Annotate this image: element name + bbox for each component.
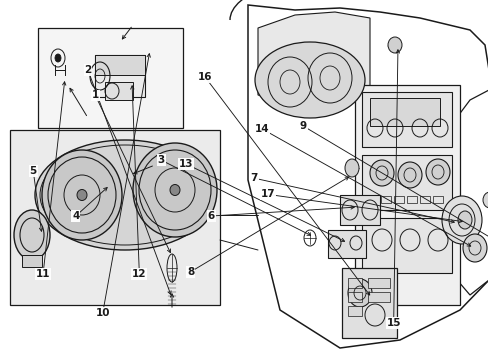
Bar — [10, 130, 220, 305]
Ellipse shape — [42, 150, 122, 240]
Ellipse shape — [387, 37, 401, 53]
Bar — [95, 55, 145, 97]
Text: 8: 8 — [187, 267, 194, 277]
Bar — [419, 196, 429, 203]
Bar — [380, 196, 390, 203]
Text: 17: 17 — [260, 189, 275, 199]
Bar — [354, 85, 459, 305]
Ellipse shape — [170, 184, 180, 195]
Text: 15: 15 — [386, 318, 400, 328]
Ellipse shape — [347, 279, 371, 307]
Ellipse shape — [35, 140, 215, 250]
Bar — [347, 278, 361, 288]
Bar — [347, 306, 361, 316]
Text: 10: 10 — [95, 308, 110, 318]
Text: 6: 6 — [207, 211, 214, 221]
Ellipse shape — [457, 211, 471, 229]
Text: 9: 9 — [299, 121, 306, 131]
Ellipse shape — [482, 192, 488, 208]
Ellipse shape — [133, 143, 217, 237]
Bar — [347, 292, 361, 302]
Ellipse shape — [441, 196, 481, 244]
Ellipse shape — [369, 160, 393, 186]
Text: 11: 11 — [36, 269, 50, 279]
Bar — [406, 196, 416, 203]
Bar — [105, 82, 133, 100]
Ellipse shape — [254, 42, 364, 118]
Text: 16: 16 — [198, 72, 212, 82]
Bar — [22, 255, 42, 267]
Text: 4: 4 — [72, 211, 80, 221]
Polygon shape — [439, 90, 488, 295]
Bar — [339, 195, 379, 225]
Text: 5: 5 — [30, 166, 37, 176]
Bar — [327, 230, 365, 258]
Ellipse shape — [425, 159, 449, 185]
Ellipse shape — [462, 234, 486, 262]
Text: 2: 2 — [84, 65, 91, 75]
Text: 3: 3 — [158, 155, 164, 165]
Ellipse shape — [77, 189, 87, 201]
Bar — [361, 155, 451, 210]
Text: 7: 7 — [250, 173, 258, 183]
Bar — [393, 196, 403, 203]
Bar — [341, 268, 396, 338]
Ellipse shape — [55, 54, 61, 62]
Polygon shape — [258, 12, 369, 105]
Bar — [369, 98, 439, 126]
Bar — [361, 218, 451, 273]
Bar — [367, 278, 389, 288]
Text: 12: 12 — [132, 269, 146, 279]
Bar — [38, 28, 183, 128]
Bar — [367, 196, 377, 203]
Text: 14: 14 — [254, 124, 269, 134]
Bar — [95, 55, 145, 75]
Ellipse shape — [14, 210, 50, 260]
Text: 1: 1 — [92, 90, 99, 100]
Ellipse shape — [345, 159, 358, 177]
Bar — [367, 292, 389, 302]
Ellipse shape — [397, 162, 421, 188]
Polygon shape — [247, 5, 488, 348]
Text: 13: 13 — [178, 159, 193, 169]
Bar — [361, 92, 451, 147]
Bar — [432, 196, 442, 203]
